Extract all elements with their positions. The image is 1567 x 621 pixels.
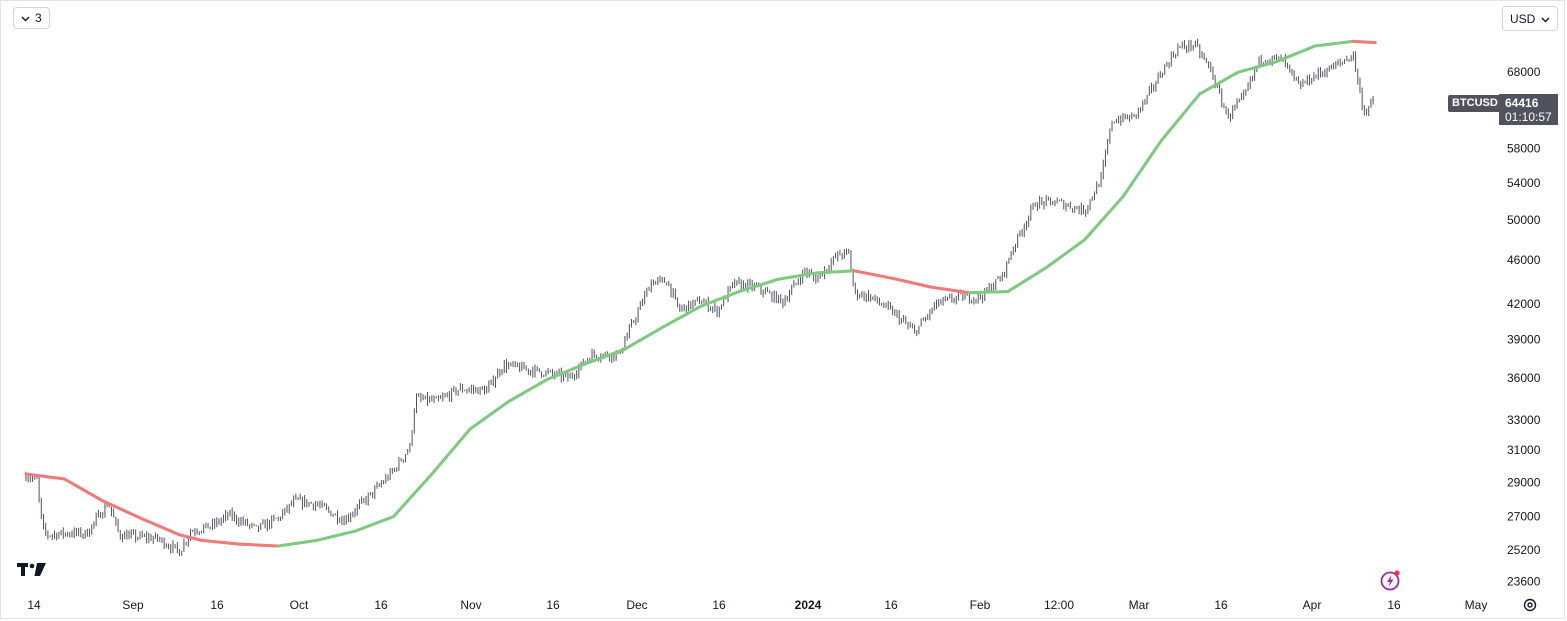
- price-tick-label: 42000: [1507, 297, 1541, 311]
- price-tick-label: 54000: [1507, 176, 1541, 190]
- time-tick-label: 16: [546, 598, 560, 612]
- time-tick-label: Feb: [970, 598, 991, 612]
- bar-countdown: 01:10:57: [1505, 110, 1552, 124]
- time-tick-label: 16: [374, 598, 388, 612]
- chevron-down-icon: [1541, 12, 1550, 26]
- time-tick-label: 12:00: [1044, 598, 1074, 612]
- price-tick-label: 36000: [1507, 371, 1541, 385]
- time-tick-label: Sep: [122, 598, 144, 612]
- time-tick-label: 16: [1387, 598, 1401, 612]
- gear-icon[interactable]: [1522, 597, 1538, 613]
- price-tick-label: 46000: [1507, 253, 1541, 267]
- interval-selector-button[interactable]: 3: [13, 7, 50, 29]
- lightning-icon[interactable]: [1380, 569, 1402, 591]
- moving-average-line: [24, 39, 1377, 548]
- interval-label: 3: [35, 11, 42, 25]
- time-tick-label: Oct: [290, 598, 309, 612]
- time-tick-label: 16: [1214, 598, 1228, 612]
- currency-selector-button[interactable]: USD: [1502, 6, 1558, 31]
- price-tick-label: 29000: [1507, 475, 1541, 489]
- time-tick-label: 16: [210, 598, 224, 612]
- price-tick-label: 23600: [1507, 574, 1541, 588]
- time-tick-label: 2024: [795, 598, 822, 612]
- time-tick-label: 16: [884, 598, 898, 612]
- candlestick-series: [25, 38, 1374, 557]
- time-tick-label: 16: [712, 598, 726, 612]
- price-tick-label: 39000: [1507, 333, 1541, 347]
- time-tick-label: Mar: [1129, 598, 1150, 612]
- price-tick-label: 68000: [1507, 65, 1541, 79]
- price-axis[interactable]: 23600 25200 27000 29000 31000 33000 36000 39000…: [1507, 65, 1541, 588]
- time-tick-label: Apr: [1303, 598, 1322, 612]
- time-tick-label: May: [1465, 598, 1488, 612]
- price-tick-label: 27000: [1507, 510, 1541, 524]
- price-tick-label: 50000: [1507, 213, 1541, 227]
- last-price: 64416: [1505, 96, 1539, 110]
- currency-label: USD: [1510, 11, 1536, 26]
- time-axis[interactable]: 14 Sep 16 Oct 16 Nov 16 Dec 16 2024 16 Feb 12:00 Mar 1…: [27, 598, 1487, 612]
- price-tick-label: 25200: [1507, 543, 1541, 557]
- price-tick-label: 58000: [1507, 142, 1541, 156]
- time-tick-label: 14: [27, 598, 41, 612]
- price-tick-label: 31000: [1507, 443, 1541, 457]
- chevron-down-icon: [21, 11, 30, 25]
- tradingview-logo-icon[interactable]: [17, 563, 47, 582]
- time-tick-label: Dec: [626, 598, 647, 612]
- symbol-label: BTCUSD: [1448, 95, 1502, 112]
- price-tick-label: 33000: [1507, 413, 1541, 427]
- last-price-tag: 64416 01:10:57: [1499, 94, 1558, 125]
- time-tick-label: Nov: [460, 598, 481, 612]
